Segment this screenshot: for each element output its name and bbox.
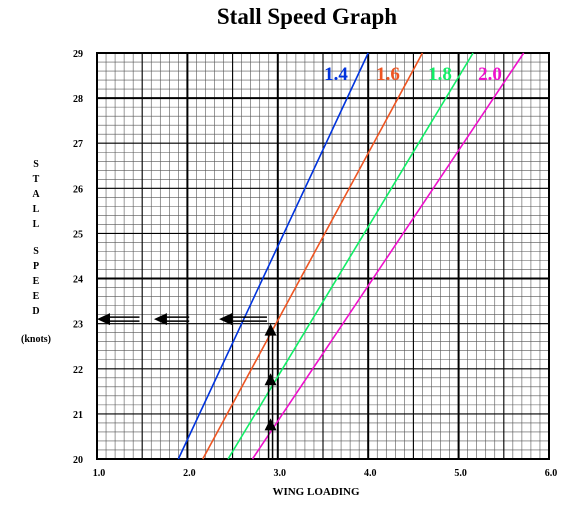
y-tick-label: 29: [73, 49, 83, 60]
series-line-1.8: [227, 52, 474, 460]
series-line-1.6: [202, 52, 424, 460]
y-axis-label-letter: D: [32, 306, 40, 317]
y-axis-label-letter: S: [33, 159, 39, 170]
y-tick-label: 25: [73, 229, 83, 240]
y-tick-label: 28: [73, 94, 83, 105]
left-arrow-head: [153, 313, 167, 326]
y-tick-label: 26: [73, 184, 83, 195]
y-tick-label: 24: [73, 275, 83, 286]
series-line-2.0: [251, 52, 525, 460]
chart-title: Stall Speed Graph: [216, 4, 398, 29]
series-label-1.4: 1.4: [324, 64, 348, 85]
series-line-1.4: [177, 52, 369, 460]
y-tick-label: 23: [73, 320, 83, 331]
x-tick-label: 5.0: [454, 468, 467, 479]
up-arrow-head: [264, 373, 277, 386]
y-axis-label-letter: E: [32, 276, 40, 287]
up-arrow-head: [264, 323, 277, 336]
y-tick-label: 21: [73, 410, 83, 421]
x-tick-label: 2.0: [183, 468, 196, 479]
x-tick-label: 1.0: [93, 468, 106, 479]
y-tick-label: 27: [73, 139, 83, 150]
y-tick-label: 20: [73, 455, 83, 466]
x-tick-label: 6.0: [545, 468, 558, 479]
y-tick-label: 22: [73, 365, 83, 376]
series-label-1.6: 1.6: [376, 64, 400, 85]
series-label-1.8: 1.8: [428, 64, 452, 85]
y-axis-label-letter: T: [32, 174, 40, 185]
y-axis-label-letter: P: [32, 261, 40, 272]
left-arrow-head: [97, 313, 110, 326]
y-axis-label-letter: L: [32, 219, 40, 230]
y-axis-label-letter: E: [32, 291, 40, 302]
x-axis-label: WING LOADING: [272, 486, 360, 498]
x-tick-label: 4.0: [364, 468, 377, 479]
y-axis-label-letter: L: [32, 204, 40, 215]
series-label-2.0: 2.0: [478, 64, 502, 85]
y-axis-label-letter: A: [32, 189, 40, 200]
y-axis-unit: (knots): [20, 334, 51, 345]
x-tick-label: 3.0: [274, 468, 287, 479]
left-arrow-head: [219, 313, 233, 326]
y-axis-label-letter: S: [33, 246, 39, 257]
up-arrow-head: [264, 418, 277, 431]
plot-border: [96, 52, 550, 460]
